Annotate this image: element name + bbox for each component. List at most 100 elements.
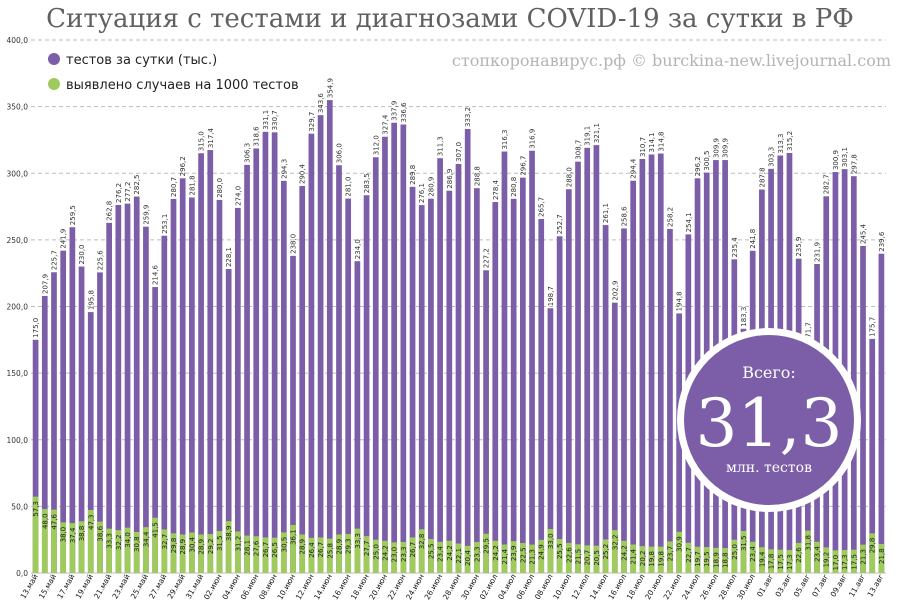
y-tick-label: 150,0: [7, 369, 29, 378]
bar-tests: [133, 196, 140, 573]
bar-tests: [510, 198, 517, 574]
bar-tests: [648, 154, 655, 574]
data-label-tests: 294,3: [280, 159, 288, 179]
data-label-cases: 30,4: [188, 536, 196, 552]
data-label-cases: 31,8: [804, 535, 812, 551]
bar-tests: [97, 272, 103, 573]
data-label-cases: 18,9: [712, 552, 720, 568]
bar-cases: [492, 540, 499, 573]
bar-tests: [41, 295, 48, 573]
bar-tests: [60, 250, 67, 573]
data-label-tests: 259,9: [142, 205, 150, 225]
bar-tests: [565, 189, 572, 574]
x-tick-label: 05.авг: [792, 572, 812, 598]
data-label-cases: 24,2: [620, 545, 628, 561]
bar-cases: [354, 528, 361, 573]
data-label-tests: 303,3: [768, 147, 776, 167]
bar-tests: [878, 253, 885, 573]
data-label-tests: 241,9: [60, 229, 68, 249]
data-label-tests: 343,6: [317, 93, 325, 114]
data-label-tests: 280,7: [170, 177, 178, 197]
bar-cases: [768, 549, 774, 573]
bar-cases: [786, 549, 793, 573]
bar-cases: [602, 539, 609, 573]
data-label-tests: 315,0: [198, 131, 206, 151]
data-label-tests: 310,7: [639, 137, 647, 157]
data-label-tests: 289,8: [409, 165, 417, 185]
bar-cases: [115, 530, 122, 573]
data-label-cases: 20,4: [464, 550, 472, 566]
data-label-tests: 296,7: [519, 156, 527, 176]
bar-cases: [400, 541, 407, 573]
data-label-cases: 18,8: [722, 552, 730, 568]
data-label-cases: 24,2: [381, 545, 389, 561]
bar-cases: [41, 509, 48, 573]
bar-tests: [464, 129, 471, 574]
bar-cases: [464, 545, 471, 573]
data-label-cases: 19,5: [703, 551, 711, 567]
data-label-cases: 26,5: [271, 542, 279, 558]
bar-cases: [69, 523, 76, 573]
data-label-tests: 314,8: [657, 131, 665, 151]
bar-cases: [611, 530, 618, 573]
bar-cases: [446, 540, 453, 573]
data-label-cases: 29,2: [207, 538, 215, 554]
bar-cases: [529, 544, 535, 573]
bar-cases: [556, 539, 563, 573]
data-label-tests: 330,7: [271, 110, 279, 130]
data-label-tests: 296,2: [694, 156, 702, 176]
data-label-cases: 28,1: [244, 540, 252, 556]
bar-cases: [538, 539, 545, 573]
bar-cases: [823, 547, 830, 573]
data-label-tests: 282,7: [823, 174, 831, 194]
data-label-cases: 25,8: [326, 543, 334, 559]
bar-tests: [363, 195, 370, 573]
data-label-tests: 234,0: [354, 239, 362, 259]
data-label-cases: 34,0: [124, 532, 132, 548]
data-label-cases: 38,0: [60, 527, 68, 543]
y-tick-label: 250,0: [7, 236, 29, 245]
bar-tests: [207, 150, 214, 573]
bar-cases: [593, 545, 600, 573]
data-label-tests: 309,9: [712, 138, 720, 158]
data-label-tests: 171,7: [804, 322, 812, 342]
data-label-tests: 297,8: [850, 154, 858, 174]
bar-tests: [78, 266, 85, 573]
data-label-tests: 354,9: [326, 78, 334, 98]
bar-tests: [253, 148, 260, 573]
data-label-cases: 20,7: [584, 550, 592, 566]
bar-tests: [446, 190, 453, 573]
data-label-tests: 276,1: [418, 183, 426, 203]
data-label-tests: 316,3: [501, 129, 509, 149]
bar-tests: [235, 207, 241, 573]
data-label-tests: 280,9: [427, 177, 435, 197]
data-label-cases: 47,6: [50, 513, 58, 529]
data-label-cases: 47,3: [87, 514, 95, 530]
data-label-cases: 19,2: [823, 552, 831, 568]
data-label-cases: 48,0: [41, 513, 49, 529]
data-label-tests: 245,4: [860, 223, 868, 244]
data-label-tests: 231,9: [814, 242, 822, 262]
bar-tests: [547, 308, 554, 573]
data-label-cases: 29,5: [483, 538, 491, 554]
data-label-tests: 262,8: [106, 201, 114, 221]
bar-tests: [667, 228, 673, 574]
bar-cases: [280, 532, 287, 573]
data-label-cases: 37,4: [69, 527, 77, 543]
bar-cases: [455, 543, 462, 573]
bar-tests: [161, 235, 168, 573]
data-label-cases: 30,5: [280, 537, 288, 553]
bar-cases: [474, 541, 480, 573]
bar-cases: [253, 536, 260, 573]
data-label-tests: 321,1: [593, 123, 601, 143]
total-badge: Всего: 31,3 млн. тестов: [677, 328, 861, 512]
bar-cases: [271, 537, 278, 573]
data-label-tests: 312,0: [372, 135, 380, 155]
data-label-tests: 286,9: [446, 169, 454, 189]
bar-cases: [510, 541, 517, 573]
bar-cases: [621, 540, 627, 573]
bar-tests: [280, 180, 287, 573]
data-label-cases: 22,6: [795, 547, 803, 563]
y-tick-label: 50,0: [11, 502, 28, 511]
